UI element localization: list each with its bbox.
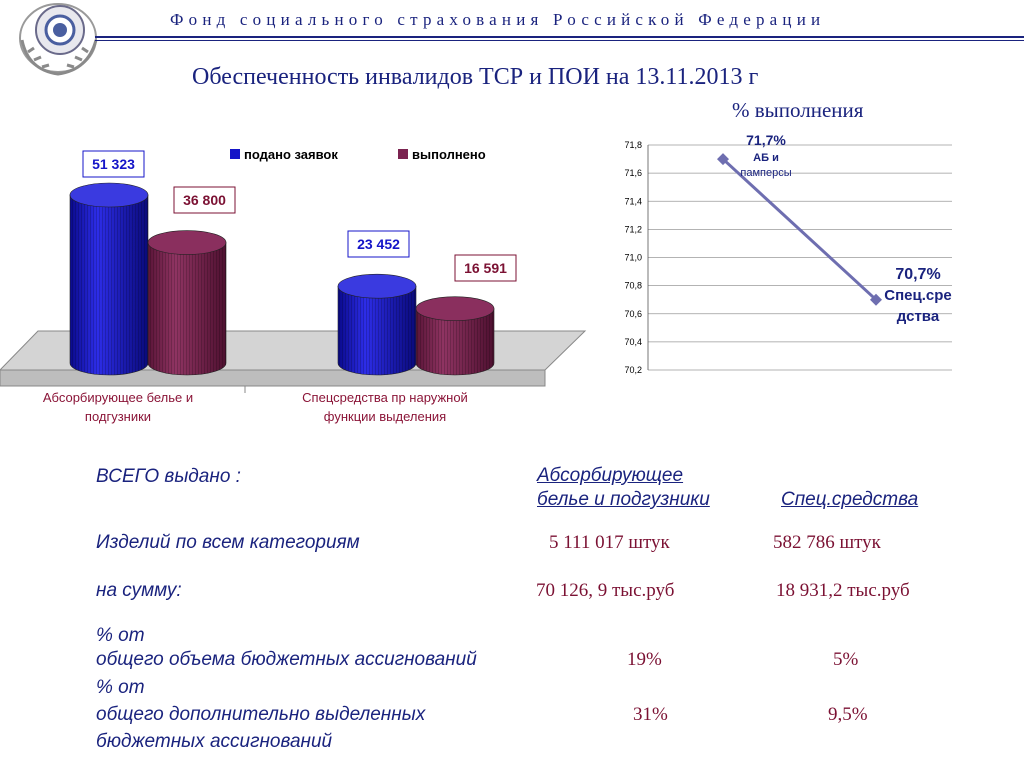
bar-fulfilled-2 [415,296,495,376]
point-label: Спец.сре [884,287,951,304]
data-label: 23 452 [357,236,400,252]
emblem-logo [19,3,98,76]
y-tick-label: 71,6 [624,168,642,178]
data-label: 36 800 [183,192,226,208]
y-tick-label: 70,8 [624,281,642,291]
data-label: 16 591 [464,260,507,276]
data-label-box [82,150,145,178]
bar-submitted-1 [69,182,149,376]
total-label: ВСЕГО выдано : [96,466,241,487]
data-label: 51 323 [92,156,135,172]
point-label: дства [897,308,940,325]
col-header-absorbent-1: Абсорбирующее [537,465,684,486]
col-header-absorbent-2: белье и подгузники [537,489,710,510]
data-label-box [454,254,517,282]
legend-swatch-fulfilled [398,149,408,159]
row-budget-label-a: % от [96,625,145,646]
row-budget-v1: 19% [627,649,662,670]
legend-swatch-submitted [230,149,240,159]
category-label-2a: Спецсредства пр наружной [302,390,468,405]
y-tick-label: 70,2 [624,365,642,375]
row-extra-v1: 31% [633,704,668,725]
row-sum-label: на сумму: [96,580,182,601]
point-label: АБ и [753,152,779,164]
y-tick-label: 71,4 [624,196,642,206]
header-divider-thin [95,40,1024,41]
row-extra-label-a: % от [96,677,145,698]
row-extra-label-b: общего дополнительно выделенных [96,704,426,725]
bar-fulfilled-1 [147,230,227,376]
y-tick-label: 71,0 [624,253,642,263]
row-budget-v2: 5% [833,649,859,670]
category-label-1a: Абсорбирующее белье и [43,390,193,405]
header-divider [95,36,1024,38]
y-tick-label: 70,6 [624,309,642,319]
row-items-v2: 582 786 штук [773,532,881,553]
data-label-box [173,186,236,214]
row-items-label: Изделий по всем категориям [96,532,360,553]
category-label-2b: функции выделения [324,409,446,424]
legend-fulfilled: выполнено [412,147,486,162]
row-extra-v2: 9,5% [828,704,868,725]
bar-submitted-2 [337,273,417,376]
category-label-1b: подгузники [85,409,151,424]
bar-chart: 51 323 36 800 23 452 16 591 подано заявок в… [0,147,587,424]
row-budget-label-b: общего объема бюджетных ассигнований [96,649,477,670]
series-line [721,157,878,301]
col-header-special: Спец.средства [781,489,919,510]
row-sum-v1: 70 126, 9 тыс.руб [536,580,675,601]
data-point-marker [717,153,729,166]
row-sum-v2: 18 931,2 тыс.руб [776,580,910,601]
line-chart: 70,2 70,4 70,6 70,8 71,0 71,2 71,4 71,6 71,8 71,7… [624,135,952,375]
org-title: Фонд социального страхования Российской … [170,10,826,29]
y-tick-label: 71,8 [624,140,642,150]
y-tick-label: 71,2 [624,224,642,234]
point-label: памперсы [740,167,791,179]
point-label: 71,7% [746,135,786,148]
row-items-v1: 5 111 017 штук [549,532,670,553]
y-tick-label: 70,4 [624,337,642,347]
row-extra-label-c: бюджетных ассигнований [96,731,333,752]
legend-submitted: подано заявок [244,147,338,162]
page-title: Обеспеченность инвалидов ТСР и ПОИ на 13… [192,64,759,90]
point-label: 70,7% [895,266,940,283]
data-point-marker [870,293,882,306]
percent-title: % выполнения [732,98,864,122]
data-label-box [347,230,410,258]
